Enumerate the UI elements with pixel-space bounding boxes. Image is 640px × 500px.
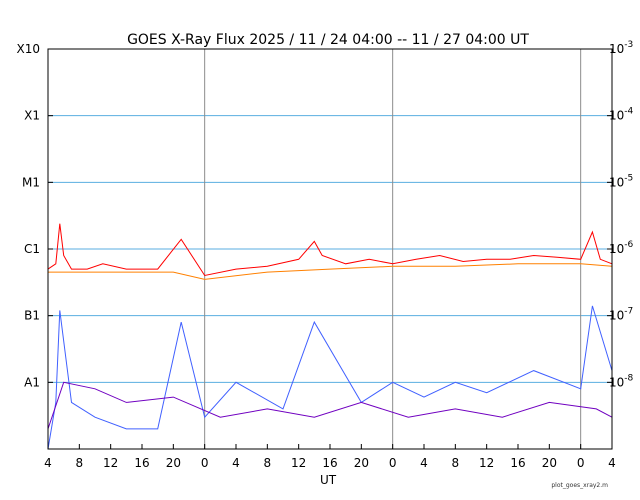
left-axis-class-label: X10 xyxy=(17,42,41,56)
right-axis-flux-label: 10-6 xyxy=(609,240,634,256)
left-axis-class-label: X1 xyxy=(24,109,40,123)
x-axis-label: UT xyxy=(320,473,337,487)
x-tick-label: 4 xyxy=(420,456,428,470)
x-tick-label: 16 xyxy=(510,456,525,470)
x-tick-label: 0 xyxy=(577,456,585,470)
series-line-1 xyxy=(47,223,613,277)
right-axis-flux-label: 10-5 xyxy=(609,173,633,189)
x-tick-label: 4 xyxy=(44,456,52,470)
x-tick-label: 12 xyxy=(103,456,118,470)
left-axis-class-label: A1 xyxy=(24,375,40,389)
x-tick-label: 16 xyxy=(134,456,149,470)
x-tick-label: 4 xyxy=(232,456,240,470)
x-tick-label: 20 xyxy=(354,456,369,470)
left-axis-class-label: B1 xyxy=(24,309,40,323)
left-axis-class-label: M1 xyxy=(22,175,40,189)
right-axis-flux-label: 10-7 xyxy=(609,307,633,323)
footer-credit: plot_goes_xray2.m xyxy=(551,482,608,489)
series-line-4 xyxy=(47,381,613,430)
x-tick-label: 4 xyxy=(608,456,616,470)
x-tick-label: 20 xyxy=(166,456,181,470)
x-tick-label: 12 xyxy=(479,456,494,470)
right-axis-flux-label: 10-3 xyxy=(609,40,633,56)
x-tick-label: 8 xyxy=(76,456,84,470)
grid-lines xyxy=(48,49,612,449)
x-tick-label: 8 xyxy=(264,456,272,470)
chart-title: GOES X-Ray Flux 2025 / 11 / 24 04:00 -- … xyxy=(127,32,529,48)
right-axis-flux-label: 10-8 xyxy=(609,373,634,389)
left-axis-class-labels: X10 X1 M1 C1 B1 A1 xyxy=(17,42,53,389)
right-axis-flux-labels: 10-3 10-4 10-5 10-6 10-7 10-8 xyxy=(607,40,634,389)
x-tick-label: 8 xyxy=(452,456,460,470)
x-tick-label: 0 xyxy=(201,456,209,470)
series-line-2 xyxy=(48,263,613,280)
x-tick-label: 12 xyxy=(291,456,306,470)
x-tick-label: 20 xyxy=(542,456,557,470)
series-layer xyxy=(47,223,613,450)
left-axis-class-label: C1 xyxy=(24,242,40,256)
x-axis: 4 8 12 16 20 0 4 8 12 16 20 0 4 8 12 16 20 0 4 xyxy=(44,444,616,470)
right-axis-flux-label: 10-4 xyxy=(609,107,634,123)
x-tick-label: 0 xyxy=(389,456,397,470)
series-line-3 xyxy=(47,305,613,450)
x-tick-label: 16 xyxy=(322,456,337,470)
